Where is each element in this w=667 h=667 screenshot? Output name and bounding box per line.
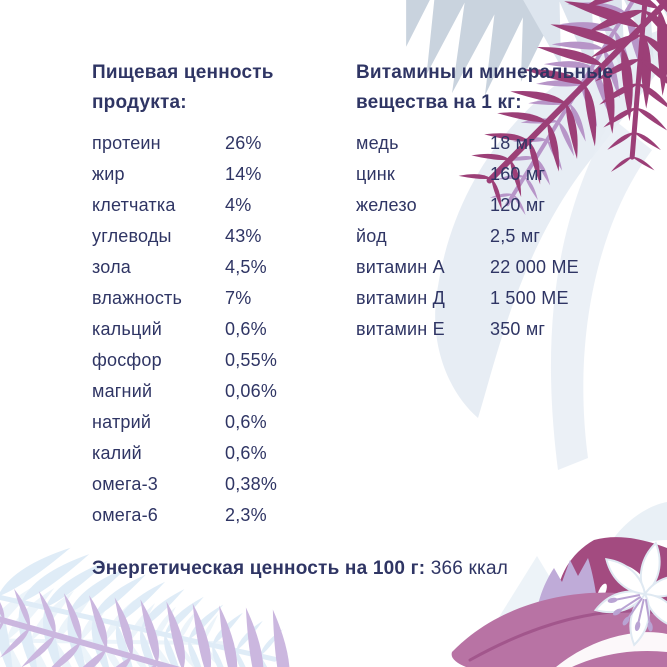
table-row: клетчатка 4% <box>92 190 347 221</box>
nutrient-name: протеин <box>92 133 161 153</box>
nutrient-value: 0,38% <box>225 474 278 494</box>
nutrition-facts-title-line2: продукта: <box>92 92 187 113</box>
table-row: медь 18 мг <box>356 128 661 159</box>
table-row: витамин Е 350 мг <box>356 314 661 345</box>
nutrient-value: 0,6% <box>225 319 267 339</box>
nutrient-name: зола <box>92 257 131 277</box>
vitamins-minerals-title: Витамины и минеральные вещества на 1 кг: <box>356 58 661 118</box>
table-row: витамин А 22 000 МЕ <box>356 252 661 283</box>
nutrient-name: клетчатка <box>92 195 176 215</box>
nutrient-value: 7% <box>225 288 252 308</box>
nutrient-name: кальций <box>92 319 162 339</box>
energy-value-line: Энергетическая ценность на 100 г: 366 кк… <box>92 558 508 580</box>
table-row: омега-3 0,38% <box>92 469 347 500</box>
vitamin-value: 350 мг <box>490 319 546 339</box>
vitamin-name: йод <box>356 226 387 246</box>
vitamin-value: 2,5 мг <box>490 226 541 246</box>
nutrient-name: жир <box>92 164 125 184</box>
vitamin-name: цинк <box>356 164 395 184</box>
nutrient-value: 0,55% <box>225 350 278 370</box>
table-row: фосфор 0,55% <box>92 345 347 376</box>
energy-value-label: Энергетическая ценность на 100 г: <box>92 558 426 579</box>
table-row: магний 0,06% <box>92 376 347 407</box>
nutrient-name: магний <box>92 381 153 401</box>
vitamin-name: железо <box>356 195 417 215</box>
nutrition-facts-title-line1: Пищевая ценность <box>92 62 274 83</box>
nutrient-name: омега-6 <box>92 505 158 525</box>
nutrient-value: 26% <box>225 133 262 153</box>
nutrient-value: 2,3% <box>225 505 267 525</box>
vitamin-value: 18 мг <box>490 133 535 153</box>
table-row: натрий 0,6% <box>92 407 347 438</box>
nutrient-name: омега-3 <box>92 474 158 494</box>
table-row: омега-6 2,3% <box>92 500 347 531</box>
vitamin-name: витамин Е <box>356 319 445 339</box>
vitamin-value: 22 000 МЕ <box>490 257 579 277</box>
nutrient-value: 4% <box>225 195 252 215</box>
nutrient-value: 0,6% <box>225 412 267 432</box>
table-row: зола 4,5% <box>92 252 347 283</box>
nutrition-facts-rows: протеин 26% жир 14% клетчатка 4% углевод… <box>92 128 347 531</box>
table-row: цинк 160 мг <box>356 159 661 190</box>
table-row: кальций 0,6% <box>92 314 347 345</box>
table-row: протеин 26% <box>92 128 347 159</box>
vitamin-name: витамин А <box>356 257 445 277</box>
table-row: йод 2,5 мг <box>356 221 661 252</box>
vitamin-value: 120 мг <box>490 195 546 215</box>
nutrient-value: 0,6% <box>225 443 267 463</box>
table-row: калий 0,6% <box>92 438 347 469</box>
nutrient-name: влажность <box>92 288 183 308</box>
table-row: углеводы 43% <box>92 221 347 252</box>
nutrient-name: натрий <box>92 412 152 432</box>
nutrient-value: 4,5% <box>225 257 267 277</box>
nutrition-facts-section: Пищевая ценность продукта: протеин 26% ж… <box>92 58 347 531</box>
energy-value-amount: 366 ккал <box>430 558 509 579</box>
vitamins-minerals-section: Витамины и минеральные вещества на 1 кг:… <box>356 58 661 345</box>
table-row: железо 120 мг <box>356 190 661 221</box>
table-row: витамин Д 1 500 МЕ <box>356 283 661 314</box>
nutrient-value: 0,06% <box>225 381 278 401</box>
vitamins-minerals-title-line1: Витамины и минеральные <box>356 62 614 83</box>
vitamins-minerals-rows: медь 18 мг цинк 160 мг железо 120 мг йод… <box>356 128 661 345</box>
nutrient-name: углеводы <box>92 226 172 246</box>
vitamins-minerals-title-line2: вещества на 1 кг: <box>356 92 522 113</box>
nutrition-facts-title: Пищевая ценность продукта: <box>92 58 347 118</box>
vitamin-name: медь <box>356 133 399 153</box>
vitamin-value: 160 мг <box>490 164 546 184</box>
table-row: жир 14% <box>92 159 347 190</box>
nutrient-name: калий <box>92 443 142 463</box>
nutrient-value: 43% <box>225 226 262 246</box>
vitamin-value: 1 500 МЕ <box>490 288 569 308</box>
nutrient-value: 14% <box>225 164 262 184</box>
vitamin-name: витамин Д <box>356 288 446 308</box>
nutrient-name: фосфор <box>92 350 162 370</box>
table-row: влажность 7% <box>92 283 347 314</box>
